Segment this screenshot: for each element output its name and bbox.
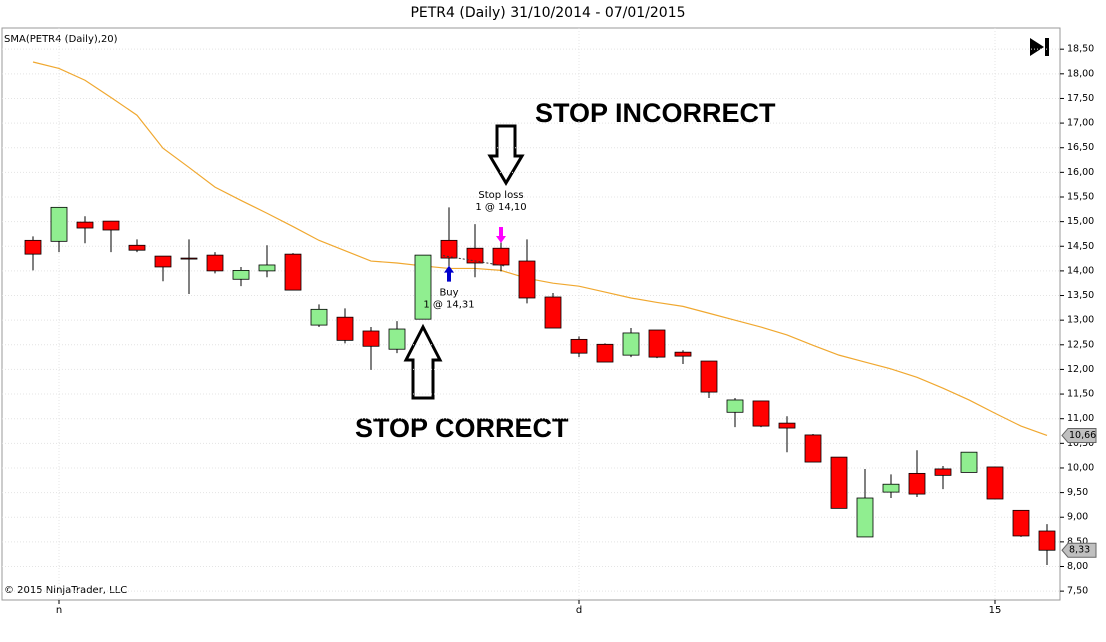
candle-body bbox=[1012, 509, 1030, 537]
y-tick-label: 9,00 bbox=[1067, 512, 1088, 523]
candle-body bbox=[700, 360, 718, 393]
indicator-label: SMA(PETR4 (Daily),20) bbox=[4, 34, 118, 45]
copyright: © 2015 NinjaTrader, LLC bbox=[4, 585, 127, 596]
y-tick-label: 10,50 bbox=[1067, 438, 1094, 449]
y-tick-label: 17,00 bbox=[1067, 118, 1094, 129]
candle-body bbox=[544, 296, 562, 329]
candle-body bbox=[856, 497, 874, 538]
candle-body bbox=[648, 329, 666, 358]
y-tick-label: 18,50 bbox=[1067, 44, 1094, 55]
y-tick-label: 13,00 bbox=[1067, 315, 1094, 326]
y-tick-label: 18,00 bbox=[1067, 68, 1094, 79]
y-tick-label: 16,00 bbox=[1067, 167, 1094, 178]
candle-body bbox=[726, 399, 744, 413]
candle-body bbox=[674, 351, 692, 357]
candle-body bbox=[908, 472, 926, 495]
candle-body bbox=[128, 244, 146, 251]
y-tick-label: 8,50 bbox=[1067, 536, 1088, 547]
candle-body bbox=[310, 308, 328, 326]
candle-body bbox=[778, 422, 796, 429]
y-tick-label: 15,00 bbox=[1067, 216, 1094, 227]
y-tick-label: 14,00 bbox=[1067, 265, 1094, 276]
annotation: STOP INCORRECT bbox=[535, 98, 776, 128]
candle-body bbox=[466, 247, 484, 264]
play-end-icon bbox=[1030, 38, 1049, 56]
stop-arrow bbox=[496, 226, 506, 243]
candle-body bbox=[284, 253, 302, 291]
candle-body bbox=[76, 221, 94, 229]
candle-body bbox=[232, 269, 250, 280]
y-tick-label: 14,50 bbox=[1067, 241, 1094, 252]
candle-body bbox=[492, 247, 510, 266]
annotation: STOP CORRECT bbox=[355, 413, 569, 443]
candle-body bbox=[1038, 530, 1056, 551]
candle-body bbox=[986, 466, 1004, 500]
buy-arrow bbox=[444, 265, 454, 282]
price-tag-label: 8,33 bbox=[1069, 545, 1090, 556]
y-tick-label: 11,50 bbox=[1067, 389, 1094, 400]
trade-link bbox=[442, 255, 506, 267]
candle-body bbox=[24, 239, 42, 255]
candle-body bbox=[50, 206, 68, 242]
candle-body bbox=[336, 316, 354, 341]
hollow-arrow bbox=[487, 124, 525, 186]
candle-body bbox=[154, 255, 172, 268]
candle-body bbox=[206, 254, 224, 272]
x-tick-label: d bbox=[576, 605, 582, 616]
y-tick-label: 15,50 bbox=[1067, 191, 1094, 202]
execution-detail: 1 @ 14,31 bbox=[423, 300, 474, 311]
y-tick-label: 11,00 bbox=[1067, 413, 1094, 424]
candle-body bbox=[518, 260, 536, 299]
y-tick-label: 10,00 bbox=[1067, 462, 1094, 473]
candle-body bbox=[258, 264, 276, 272]
candle-body bbox=[752, 400, 770, 427]
price-tag bbox=[1061, 427, 1097, 443]
y-tick-label: 16,50 bbox=[1067, 142, 1094, 153]
candle-body bbox=[180, 257, 198, 260]
execution-label: Buy bbox=[439, 288, 458, 299]
candle-body bbox=[960, 451, 978, 473]
plot-frame bbox=[1, 27, 1061, 601]
y-tick-label: 17,50 bbox=[1067, 93, 1094, 104]
y-tick-label: 12,50 bbox=[1067, 339, 1094, 350]
chart-title: PETR4 (Daily) 31/10/2014 - 07/01/2015 bbox=[410, 5, 685, 21]
y-tick-label: 12,00 bbox=[1067, 364, 1094, 375]
y-tick-label: 9,50 bbox=[1067, 487, 1088, 498]
candle-body bbox=[622, 332, 640, 356]
x-tick-label: 15 bbox=[989, 605, 1002, 616]
y-tick-label: 7,50 bbox=[1067, 586, 1088, 597]
execution-detail: 1 @ 14,10 bbox=[475, 202, 526, 213]
candle-body bbox=[804, 434, 822, 463]
candle-body bbox=[440, 239, 458, 259]
candle-body bbox=[388, 328, 406, 350]
candle-body bbox=[102, 220, 120, 231]
price-tag bbox=[1061, 542, 1097, 558]
candle-body bbox=[570, 338, 588, 354]
y-tick-label: 13,50 bbox=[1067, 290, 1094, 301]
execution-label: Stop loss bbox=[478, 190, 523, 201]
candle-body bbox=[362, 330, 380, 347]
y-tick-label: 8,00 bbox=[1067, 561, 1088, 572]
x-tick-label: n bbox=[56, 605, 62, 616]
candle-body bbox=[596, 343, 614, 363]
sma-line bbox=[32, 61, 1048, 437]
candle-body bbox=[934, 468, 952, 476]
candle-body bbox=[414, 254, 432, 320]
price-tag-label: 10,66 bbox=[1069, 430, 1096, 441]
candle-body bbox=[830, 456, 848, 509]
candle-body bbox=[882, 483, 900, 493]
